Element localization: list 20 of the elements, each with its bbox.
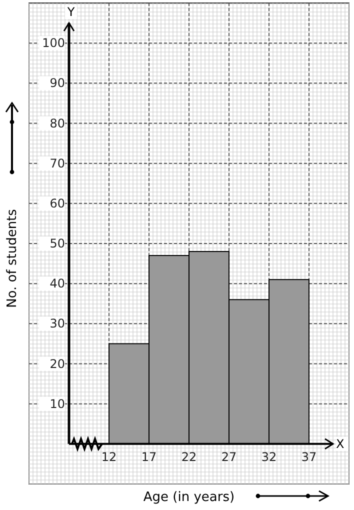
y-tick-label: 20 [50, 356, 65, 371]
y-tick-label: 60 [50, 196, 65, 210]
y-tick-label: 40 [50, 276, 65, 291]
x-tick-label: 27 [221, 450, 237, 464]
x-tick-label: 32 [261, 450, 277, 464]
x-tick-label: 12 [101, 450, 117, 464]
annotation: X [336, 436, 344, 451]
x-tick-label: 17 [141, 450, 157, 464]
x-axis-title: Age (in years) [143, 490, 235, 505]
y-tick-label: 90 [50, 76, 65, 90]
y-tick-label: 10 [50, 396, 65, 411]
x-tick-label: 37 [301, 450, 317, 464]
y-tick-label: 50 [50, 236, 65, 250]
y-tick-label: 70 [50, 156, 65, 170]
y-tick-label: 100 [42, 36, 65, 50]
y-axis-title: No. of students [5, 208, 20, 308]
annotation: Y [66, 5, 76, 19]
y-tick-label: 30 [50, 316, 65, 331]
x-tick-label: 22 [181, 450, 197, 464]
y-tick-label: 80 [50, 116, 65, 130]
